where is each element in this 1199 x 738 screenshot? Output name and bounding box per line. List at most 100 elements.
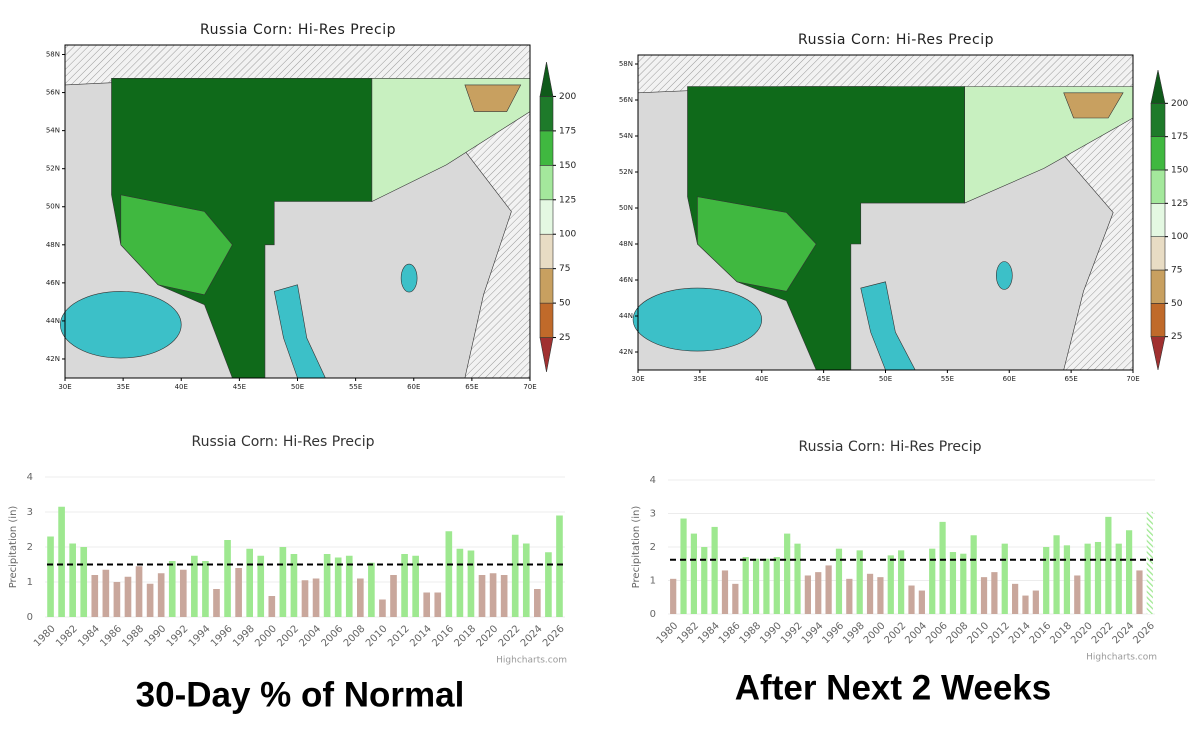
- bar: [1001, 543, 1008, 614]
- bar: [908, 585, 915, 614]
- y-tick-label: 46N: [46, 279, 60, 287]
- bar: [1063, 545, 1071, 614]
- bar: [991, 572, 998, 614]
- bar: [312, 578, 320, 617]
- bar: [835, 548, 843, 614]
- bar: [1032, 590, 1039, 614]
- x-tick-label: 60E: [407, 383, 420, 391]
- colorbar-bin: [1150, 269, 1166, 304]
- map-title: Russia Corn: Hi-Res Precip: [200, 22, 396, 38]
- y-tick-label: 58N: [619, 60, 633, 68]
- bar: [301, 580, 309, 617]
- caption: 30-Day % of Normal: [136, 675, 465, 714]
- bar: [856, 550, 863, 614]
- credit: Highcharts.com: [496, 656, 567, 666]
- bar: [970, 535, 977, 614]
- x-tick-label: 65E: [465, 383, 478, 391]
- bar: [877, 577, 884, 614]
- bar: [290, 554, 298, 617]
- x-tick-label: 40E: [755, 375, 768, 383]
- colorbar-arrow: [1150, 69, 1166, 104]
- colorbar-bin: [1150, 136, 1166, 171]
- y-tick-label: 0: [27, 612, 33, 623]
- bar: [939, 521, 946, 614]
- bar: [1136, 570, 1143, 614]
- bar: [556, 515, 563, 617]
- bar: [323, 554, 331, 617]
- x-tick-label: 70E: [523, 383, 536, 391]
- bar: [545, 552, 552, 617]
- y-axis-label: Precipitation (in): [8, 506, 19, 589]
- bar: [773, 557, 780, 614]
- colorbar-tick-label: 150: [559, 161, 576, 171]
- bar: [980, 577, 988, 614]
- y-tick-label: 44N: [619, 312, 633, 320]
- bar: [815, 572, 822, 614]
- bar: [146, 583, 154, 617]
- y-tick-label: 3: [27, 507, 33, 518]
- y-tick-label: 4: [27, 472, 33, 483]
- bar: [202, 561, 209, 617]
- x-tick-label: 40E: [175, 383, 188, 391]
- bar: [102, 569, 110, 617]
- colorbar-tick-label: 175: [559, 126, 576, 136]
- bar: [213, 589, 220, 617]
- colorbar-tick-label: 25: [1171, 332, 1182, 342]
- chart-title: Russia Corn: Hi-Res Precip: [191, 434, 374, 450]
- bar: [804, 575, 811, 614]
- colorbar-bin: [539, 268, 554, 304]
- bar: [711, 526, 718, 614]
- bar: [1146, 511, 1153, 614]
- bar: [887, 555, 894, 614]
- colorbar-tick-label: 125: [559, 195, 576, 205]
- map-data-region: [464, 84, 522, 112]
- y-tick-label: 46N: [619, 276, 633, 284]
- colorbar-tick-label: 50: [1171, 299, 1183, 309]
- colorbar-tick-label: 150: [1171, 166, 1188, 176]
- map-data-region: [1063, 92, 1124, 119]
- y-tick-label: 48N: [619, 240, 633, 248]
- bar: [1053, 535, 1060, 614]
- colorbar-bin: [539, 233, 554, 269]
- y-tick-label: 1: [27, 577, 33, 588]
- y-tick-label: 50N: [619, 204, 633, 212]
- colorbar-tick-label: 100: [559, 230, 576, 240]
- colorbar-bin: [539, 130, 554, 166]
- bar: [690, 533, 698, 614]
- y-tick-label: 42N: [619, 348, 633, 356]
- map-data-region: [697, 196, 817, 292]
- chart-title: Russia Corn: Hi-Res Precip: [798, 439, 981, 455]
- bar: [898, 550, 905, 614]
- bar: [1084, 543, 1091, 614]
- x-tick-label: 45E: [817, 375, 830, 383]
- bar: [949, 552, 957, 614]
- bar: [179, 569, 187, 617]
- bar: [47, 536, 54, 617]
- bar: [511, 534, 519, 617]
- x-tick-label: 50E: [879, 375, 892, 383]
- x-tick-label: 30E: [631, 375, 644, 383]
- y-tick-label: 52N: [46, 165, 60, 173]
- colorbar-bin: [539, 302, 554, 338]
- y-tick-label: 56N: [46, 89, 60, 97]
- bar: [268, 596, 276, 617]
- aral-sea: [400, 263, 418, 293]
- y-tick-label: 48N: [46, 241, 60, 249]
- colorbar-tick-label: 75: [559, 264, 570, 274]
- bar: [345, 555, 353, 617]
- black-sea: [60, 291, 182, 359]
- bar: [191, 555, 198, 617]
- y-tick-label: 3: [650, 509, 656, 520]
- black-sea: [632, 287, 763, 352]
- bar: [1074, 575, 1081, 614]
- bar: [478, 575, 486, 617]
- bar: [784, 533, 791, 614]
- colorbar-bin: [539, 199, 554, 235]
- x-tick-label: 55E: [349, 383, 362, 391]
- bar: [522, 543, 530, 617]
- colorbar-tick-label: 50: [559, 299, 571, 309]
- bar: [434, 592, 442, 617]
- x-tick-label: 35E: [116, 383, 129, 391]
- colorbar-arrow: [539, 61, 554, 97]
- bar: [58, 506, 65, 617]
